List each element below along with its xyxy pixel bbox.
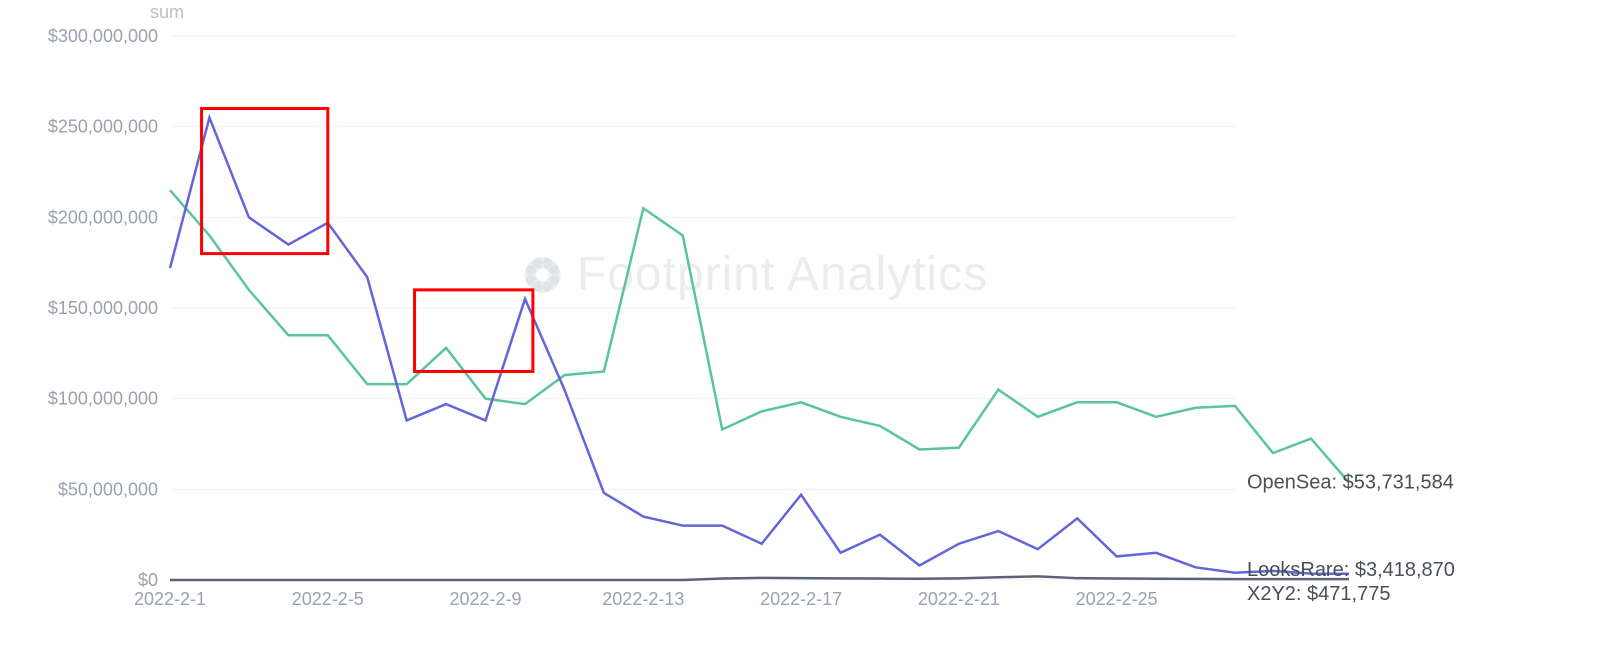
x-tick-label: 2022-2-21 bbox=[918, 589, 1000, 609]
series-x2y2 bbox=[170, 576, 1349, 580]
series-end-label-x2y2: X2Y2: $471,775 bbox=[1247, 583, 1390, 605]
line-chart: $0 $50,000,000 $100,000,000 $150,000,000 $20… bbox=[0, 0, 1600, 653]
series-end-label-looksrare: LooksRare: $3,418,870 bbox=[1247, 559, 1455, 581]
series-looksrare bbox=[170, 118, 1349, 574]
x-tick-label: 2022-2-13 bbox=[602, 589, 684, 609]
x-tick-label: 2022-2-5 bbox=[292, 589, 364, 609]
x-tick-label: 2022-2-9 bbox=[450, 589, 522, 609]
watermark-text: Footprint Analytics bbox=[577, 248, 988, 301]
y-axis-title: sum bbox=[150, 2, 184, 22]
x-tick-label: 2022-2-1 bbox=[134, 589, 206, 609]
y-tick-label: $250,000,000 bbox=[48, 117, 158, 137]
y-tick-label: $0 bbox=[138, 570, 158, 590]
x-tick-label: 2022-2-17 bbox=[760, 589, 842, 609]
y-tick-label: $100,000,000 bbox=[48, 389, 158, 409]
y-tick-label: $200,000,000 bbox=[48, 207, 158, 227]
series-end-label-opensea: OpenSea: $53,731,584 bbox=[1247, 472, 1454, 494]
y-tick-label: $150,000,000 bbox=[48, 298, 158, 318]
chart-container: $0 $50,000,000 $100,000,000 $150,000,000 $20… bbox=[0, 0, 1600, 653]
y-tick-label: $50,000,000 bbox=[58, 479, 158, 499]
x-tick-label: 2022-2-25 bbox=[1076, 589, 1158, 609]
series-opensea bbox=[170, 190, 1349, 482]
y-tick-label: $300,000,000 bbox=[48, 26, 158, 46]
